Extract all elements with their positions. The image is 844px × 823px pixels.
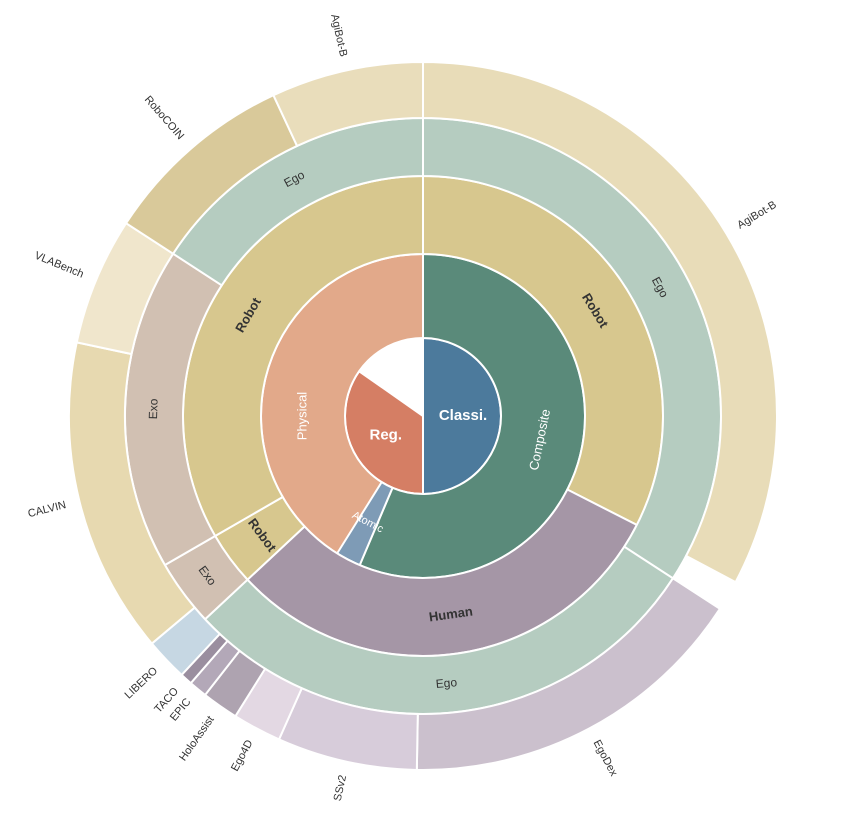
label-classi: Classi. — [439, 407, 487, 424]
label-calvin: CALVIN — [27, 499, 68, 520]
label-reg: Reg. — [369, 426, 402, 443]
label-human: Human — [428, 603, 474, 624]
segments-group — [68, 60, 778, 771]
segment-agibot_b_t — [272, 60, 424, 148]
label-vlabench: VLABench — [33, 250, 86, 281]
label-holoassist: HoloAssist — [177, 714, 217, 763]
label-libero: LIBERO — [123, 665, 161, 702]
label-physical: Physical — [294, 392, 309, 441]
label-exo2: Exo — [146, 398, 161, 419]
label-ego4d: Ego4D — [229, 738, 255, 773]
label-ssv2: SSv2 — [332, 774, 349, 802]
segment-agibot_b_r — [422, 60, 778, 584]
label-egodex: EgoDex — [591, 738, 620, 779]
label-robocoin: RoboCOIN — [142, 94, 186, 143]
label-agibot_b_t: AgiBot-B — [328, 13, 349, 58]
label-agibot_b_r: AgiBot-B — [735, 199, 778, 232]
label-ego2: Ego — [435, 675, 458, 691]
